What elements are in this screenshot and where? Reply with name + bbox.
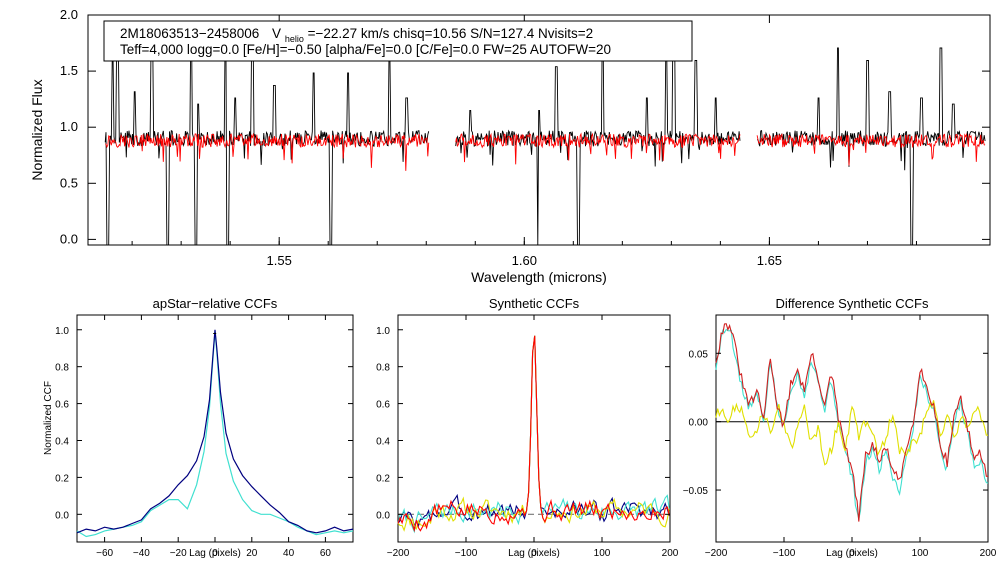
y-tick-label: 0.6 [55,400,69,411]
y-tick-label: 0.4 [376,436,390,447]
y-tick-label: 0.05 [689,349,709,360]
x-tick-label: 200 [980,548,997,559]
apstar-ccf-title: apStar−relative CCFs [153,296,278,311]
spectrum-model-line [756,133,986,166]
apstar-ccf-visit-2-line [76,331,354,538]
x-tick-label: −100 [773,548,796,559]
x-tick-label: 0 [849,548,855,559]
x-tick-label: 40 [283,548,295,559]
y-tick-label: 0.4 [55,436,69,447]
info-vhelio-label: V [272,26,281,41]
y-tick-label: 0.8 [55,363,69,374]
difference-ccf-title: Difference Synthetic CCFs [776,296,929,311]
y-tick-label: 1.0 [376,326,390,337]
y-tick-label: 0.2 [376,473,390,484]
y-tick-label: 0.2 [55,473,69,484]
apstar-ccf-visit-1-line [76,329,354,534]
difference-ccf-visit-2-diff-line [715,400,989,466]
synthetic-ccf-model-line [397,335,670,533]
x-tick-label: −200 [705,548,728,559]
x-tick-label: 100 [912,548,929,559]
difference-ccf-frame [715,314,989,543]
x-tick-label: −60 [96,548,113,559]
synthetic-ccf-visit-2-line [397,335,670,534]
synthetic-ccf-title: Synthetic CCFs [489,296,580,311]
y-tick-label: 2.0 [60,7,78,22]
spectrum-observed-line [455,28,741,246]
x-tick-label: 100 [594,548,611,559]
y-tick-label: 0.5 [60,175,78,190]
y-tick-label: 0.0 [60,231,78,246]
apstar-ccf-xlabel: Lag (pixels) [189,548,241,559]
spectrum-model-line [455,132,741,165]
y-tick-label: 1.0 [55,326,69,337]
info-line-1-rest: =−22.27 km/s chisq=10.56 S/N=127.4 Nvisi… [308,26,594,41]
info-line-1: 2M18063513−2458006 V helio =−22.27 km/s … [120,26,593,45]
x-tick-label: −40 [133,548,150,559]
synthetic-ccf-xlabel: Lag (pixels) [508,548,560,559]
synthetic-ccf-visit-1-line [397,335,670,529]
x-tick-label: 1.60 [512,253,537,268]
difference-ccf-panel: −200 −100 0 100 200 −0.05 0.00 0.05 Difference … [683,296,997,559]
y-tick-label: 0.6 [376,400,390,411]
y-tick-label: 0.8 [376,363,390,374]
info-vhelio-sub: helio [285,34,304,44]
spectrum-frame [87,14,991,246]
y-tick-label: 1.5 [60,63,78,78]
info-box: 2M18063513−2458006 V helio =−22.27 km/s … [103,20,693,62]
spectrum-xlabel: Wavelength (microns) [471,269,607,285]
x-tick-label: −100 [455,548,478,559]
spectrum-ylabel: Normalized Flux [29,79,45,180]
apstar-ccf-frame [76,314,354,543]
info-star-id: 2M18063513−2458006 [120,26,259,41]
apstar-ccf-ylabel: Normalized CCF [43,381,54,455]
x-tick-label: −200 [387,548,410,559]
apstar-ccf-panel: −60 −40 −20 0 20 40 60 0.0 0.2 0.4 0.6 0.8 1.0 apSta… [43,296,354,559]
x-tick-label: 60 [320,548,332,559]
synthetic-ccf-combined-line [397,335,670,532]
spectrum-model-line [104,132,430,171]
x-tick-label: 0 [531,548,537,559]
spectrum-observed-line [756,47,986,246]
y-tick-label: 0.00 [689,418,709,429]
synthetic-ccf-panel: −200 −100 0 100 200 0.0 0.2 0.4 0.6 0.8 1.0 Synthe… [376,296,679,559]
info-line-2: Teff=4,000 logg=0.0 [Fe/H]=−0.50 [alpha/… [120,42,611,57]
x-tick-label: 0 [212,548,218,559]
difference-ccf-visit-1-diff-line [715,328,989,520]
difference-ccf-model-diff-line [715,323,989,522]
x-tick-label: 200 [662,548,679,559]
spectrum-panel: 1.55 1.60 1.65 0.0 0.5 1.0 1.5 2.0 Wavelength (… [29,7,991,285]
y-tick-label: 1.0 [60,119,78,134]
x-tick-label: 1.55 [267,253,292,268]
y-tick-label: 0.0 [55,510,69,521]
x-tick-label: −20 [170,548,187,559]
y-tick-label: −0.05 [683,486,709,497]
x-tick-label: 20 [246,548,258,559]
x-tick-label: 1.65 [757,253,782,268]
info-box-frame [103,20,693,62]
y-tick-label: 0.0 [376,510,390,521]
difference-ccf-xlabel: Lag (pixels) [826,548,878,559]
